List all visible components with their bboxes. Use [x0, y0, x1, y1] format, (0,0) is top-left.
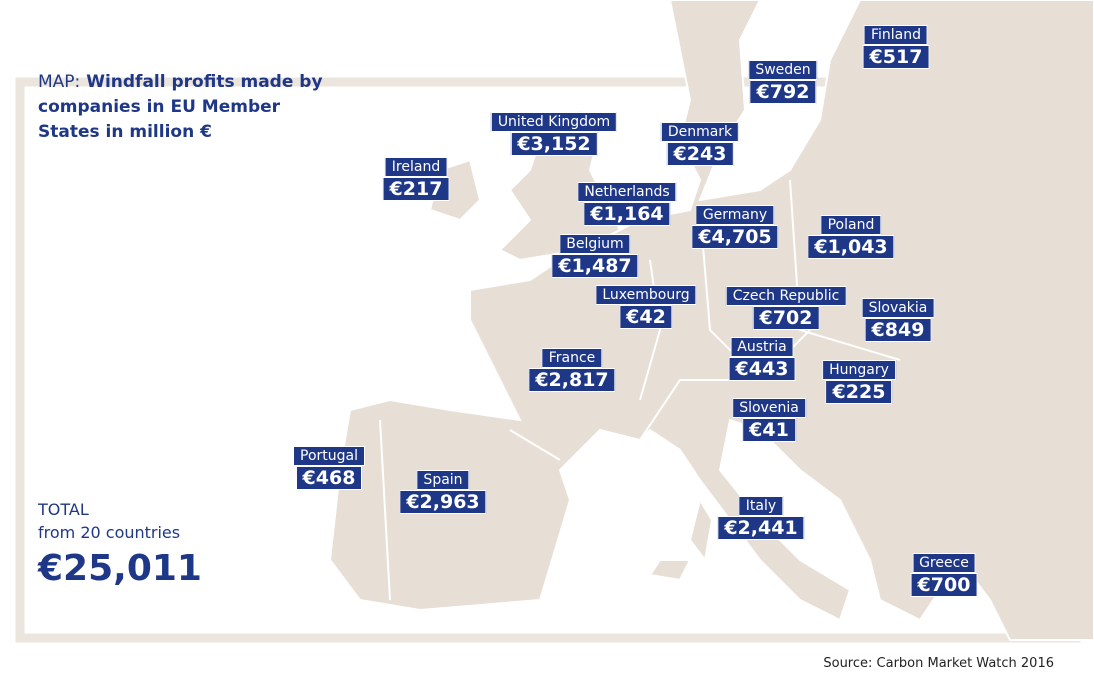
country-value: €468 [295, 466, 363, 490]
country-name: Greece [912, 553, 976, 573]
country-name: Finland [863, 25, 929, 45]
country-value: €2,441 [717, 516, 805, 540]
title-text: Windfall profits made by companies in EU… [38, 72, 323, 142]
country-label: Hungary €225 [822, 360, 896, 404]
country-label: Greece €700 [910, 553, 978, 597]
country-label: Slovenia €41 [732, 398, 806, 442]
country-name: Czech Republic [725, 286, 847, 306]
country-value: €443 [728, 357, 796, 381]
country-label: Austria €443 [728, 337, 796, 381]
country-name: France [541, 348, 603, 368]
total-value: €25,011 [38, 548, 202, 589]
country-label: Poland €1,043 [807, 215, 895, 259]
source: Source: Carbon Market Watch 2016 [823, 656, 1054, 671]
country-value: €4,705 [691, 225, 779, 249]
land [328, 0, 1094, 641]
country-label: Ireland €217 [382, 157, 450, 201]
country-value: €1,043 [807, 235, 895, 259]
country-name: Luxembourg [595, 285, 697, 305]
country-name: United Kingdom [490, 112, 618, 132]
title: MAP: Windfall profits made by companies … [38, 70, 328, 145]
country-value: €243 [666, 142, 734, 166]
country-name: Spain [416, 470, 470, 490]
country-name: Sweden [748, 60, 818, 80]
country-value: €700 [910, 573, 978, 597]
country-name: Slovenia [732, 398, 806, 418]
country-value: €1,164 [583, 202, 671, 226]
country-value: €792 [749, 80, 817, 104]
country-label: France €2,817 [528, 348, 616, 392]
country-label: Netherlands €1,164 [577, 182, 677, 226]
country-name: Italy [738, 496, 784, 516]
country-name: Austria [730, 337, 794, 357]
country-label: Portugal €468 [293, 446, 365, 490]
country-value: €2,817 [528, 368, 616, 392]
country-name: Hungary [822, 360, 896, 380]
country-label: Sweden €792 [748, 60, 818, 104]
country-name: Belgium [559, 234, 631, 254]
country-value: €849 [864, 318, 932, 342]
country-name: Germany [695, 205, 775, 225]
country-value: €517 [862, 45, 930, 69]
country-name: Portugal [293, 446, 365, 466]
country-label: Luxembourg €42 [595, 285, 697, 329]
country-value: €1,487 [551, 254, 639, 278]
country-label: Czech Republic €702 [725, 286, 847, 330]
country-label: Finland €517 [862, 25, 930, 69]
country-label: Italy €2,441 [717, 496, 805, 540]
country-label: United Kingdom €3,152 [490, 112, 618, 156]
country-name: Netherlands [577, 182, 677, 202]
country-label: Belgium €1,487 [551, 234, 639, 278]
total-label: TOTAL [38, 500, 89, 519]
country-name: Slovakia [861, 298, 935, 318]
country-value: €3,152 [510, 132, 598, 156]
total-sublabel: from 20 countries [38, 523, 181, 542]
country-label: Spain €2,963 [399, 470, 487, 514]
country-value: €225 [825, 380, 893, 404]
country-name: Ireland [384, 157, 448, 177]
country-label: Germany €4,705 [691, 205, 779, 249]
country-value: €42 [619, 305, 673, 329]
country-value: €41 [742, 418, 796, 442]
country-label: Denmark €243 [660, 122, 740, 166]
country-value: €702 [752, 306, 820, 330]
country-label: Slovakia €849 [861, 298, 935, 342]
country-name: Poland [820, 215, 882, 235]
title-prefix: MAP: [38, 72, 81, 92]
total: TOTAL from 20 countries €25,011 [38, 498, 202, 589]
country-name: Denmark [660, 122, 740, 142]
country-value: €2,963 [399, 490, 487, 514]
country-value: €217 [382, 177, 450, 201]
